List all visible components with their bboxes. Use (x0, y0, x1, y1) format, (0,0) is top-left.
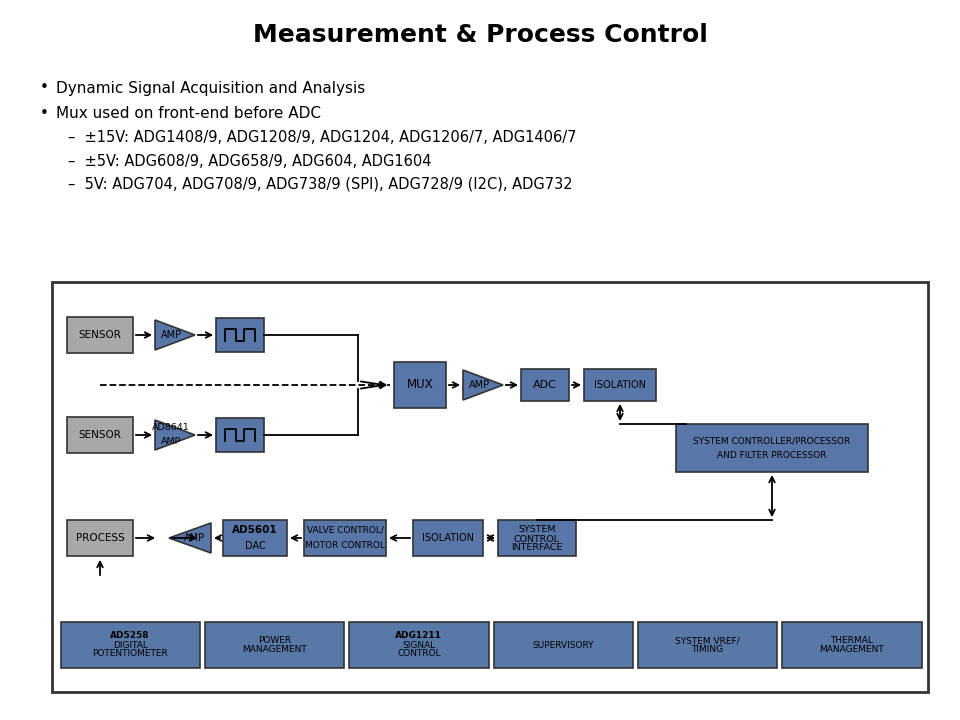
Text: AMP: AMP (468, 380, 490, 390)
Text: AMP: AMP (161, 438, 181, 446)
Text: Mux used on front-end before ADC: Mux used on front-end before ADC (56, 106, 321, 120)
Text: ADG1211: ADG1211 (396, 631, 443, 641)
Text: SENSOR: SENSOR (79, 330, 121, 340)
Text: TIMING: TIMING (691, 645, 724, 654)
Text: AND FILTER PROCESSOR: AND FILTER PROCESSOR (717, 451, 827, 459)
Text: SUPERVISORY: SUPERVISORY (533, 641, 594, 649)
Text: CONTROL: CONTROL (514, 534, 560, 544)
Text: AD5601: AD5601 (232, 525, 277, 535)
Text: ADC: ADC (533, 380, 557, 390)
Bar (676, 424, 868, 472)
Bar (216, 418, 264, 452)
Text: –  5V: ADG704, ADG708/9, ADG738/9 (SPI), ADG728/9 (I2C), ADG732: – 5V: ADG704, ADG708/9, ADG738/9 (SPI), … (68, 176, 572, 192)
Text: MANAGEMENT: MANAGEMENT (242, 645, 307, 654)
Text: ISOLATION: ISOLATION (422, 533, 474, 543)
Text: POTENTIOMETER: POTENTIOMETER (92, 649, 168, 659)
Bar (60, 622, 200, 668)
Bar (394, 362, 446, 408)
Bar (52, 282, 928, 692)
Text: AMP: AMP (160, 330, 181, 340)
Bar (498, 520, 576, 556)
Bar (304, 520, 386, 556)
Bar (67, 417, 133, 453)
Text: •: • (40, 81, 49, 96)
Bar (67, 317, 133, 353)
Bar (223, 520, 287, 556)
Text: DAC: DAC (245, 541, 265, 551)
Polygon shape (169, 523, 211, 553)
Text: VALVE CONTROL/: VALVE CONTROL/ (306, 526, 383, 534)
Text: CONTROL: CONTROL (397, 649, 441, 659)
Text: MUX: MUX (407, 379, 433, 392)
Text: SENSOR: SENSOR (79, 430, 121, 440)
Text: SYSTEM VREF/: SYSTEM VREF/ (675, 636, 740, 645)
Text: AD8641: AD8641 (152, 423, 190, 433)
Text: PROCESS: PROCESS (76, 533, 125, 543)
Bar (67, 520, 133, 556)
Text: AD5258: AD5258 (110, 631, 150, 641)
Polygon shape (155, 320, 195, 350)
Text: •: • (40, 106, 49, 120)
Text: AMP: AMP (183, 533, 204, 543)
Text: MOTOR CONTROL: MOTOR CONTROL (305, 541, 385, 551)
Text: INTERFACE: INTERFACE (512, 544, 563, 552)
Text: Dynamic Signal Acquisition and Analysis: Dynamic Signal Acquisition and Analysis (56, 81, 365, 96)
Text: POWER: POWER (258, 636, 291, 645)
Bar (204, 622, 345, 668)
Text: DIGITAL: DIGITAL (112, 641, 148, 649)
Text: MANAGEMENT: MANAGEMENT (820, 645, 884, 654)
Text: –  ±15V: ADG1408/9, ADG1208/9, ADG1204, ADG1206/7, ADG1406/7: – ±15V: ADG1408/9, ADG1208/9, ADG1204, A… (68, 130, 577, 145)
Text: SIGNAL: SIGNAL (402, 641, 436, 649)
Bar (637, 622, 778, 668)
Text: –  ±5V: ADG608/9, ADG658/9, ADG604, ADG1604: – ±5V: ADG608/9, ADG658/9, ADG604, ADG16… (68, 153, 431, 168)
Text: SYSTEM CONTROLLER/PROCESSOR: SYSTEM CONTROLLER/PROCESSOR (693, 436, 851, 446)
Bar (521, 369, 569, 401)
Polygon shape (155, 420, 195, 450)
Bar (782, 622, 922, 668)
Bar (584, 369, 656, 401)
Text: Measurement & Process Control: Measurement & Process Control (252, 23, 708, 47)
Bar (216, 318, 264, 352)
Bar (413, 520, 483, 556)
Bar (349, 622, 489, 668)
Text: ISOLATION: ISOLATION (594, 380, 646, 390)
Text: THERMAL: THERMAL (830, 636, 874, 645)
Bar (493, 622, 633, 668)
Text: SYSTEM: SYSTEM (518, 526, 556, 534)
Polygon shape (463, 370, 503, 400)
